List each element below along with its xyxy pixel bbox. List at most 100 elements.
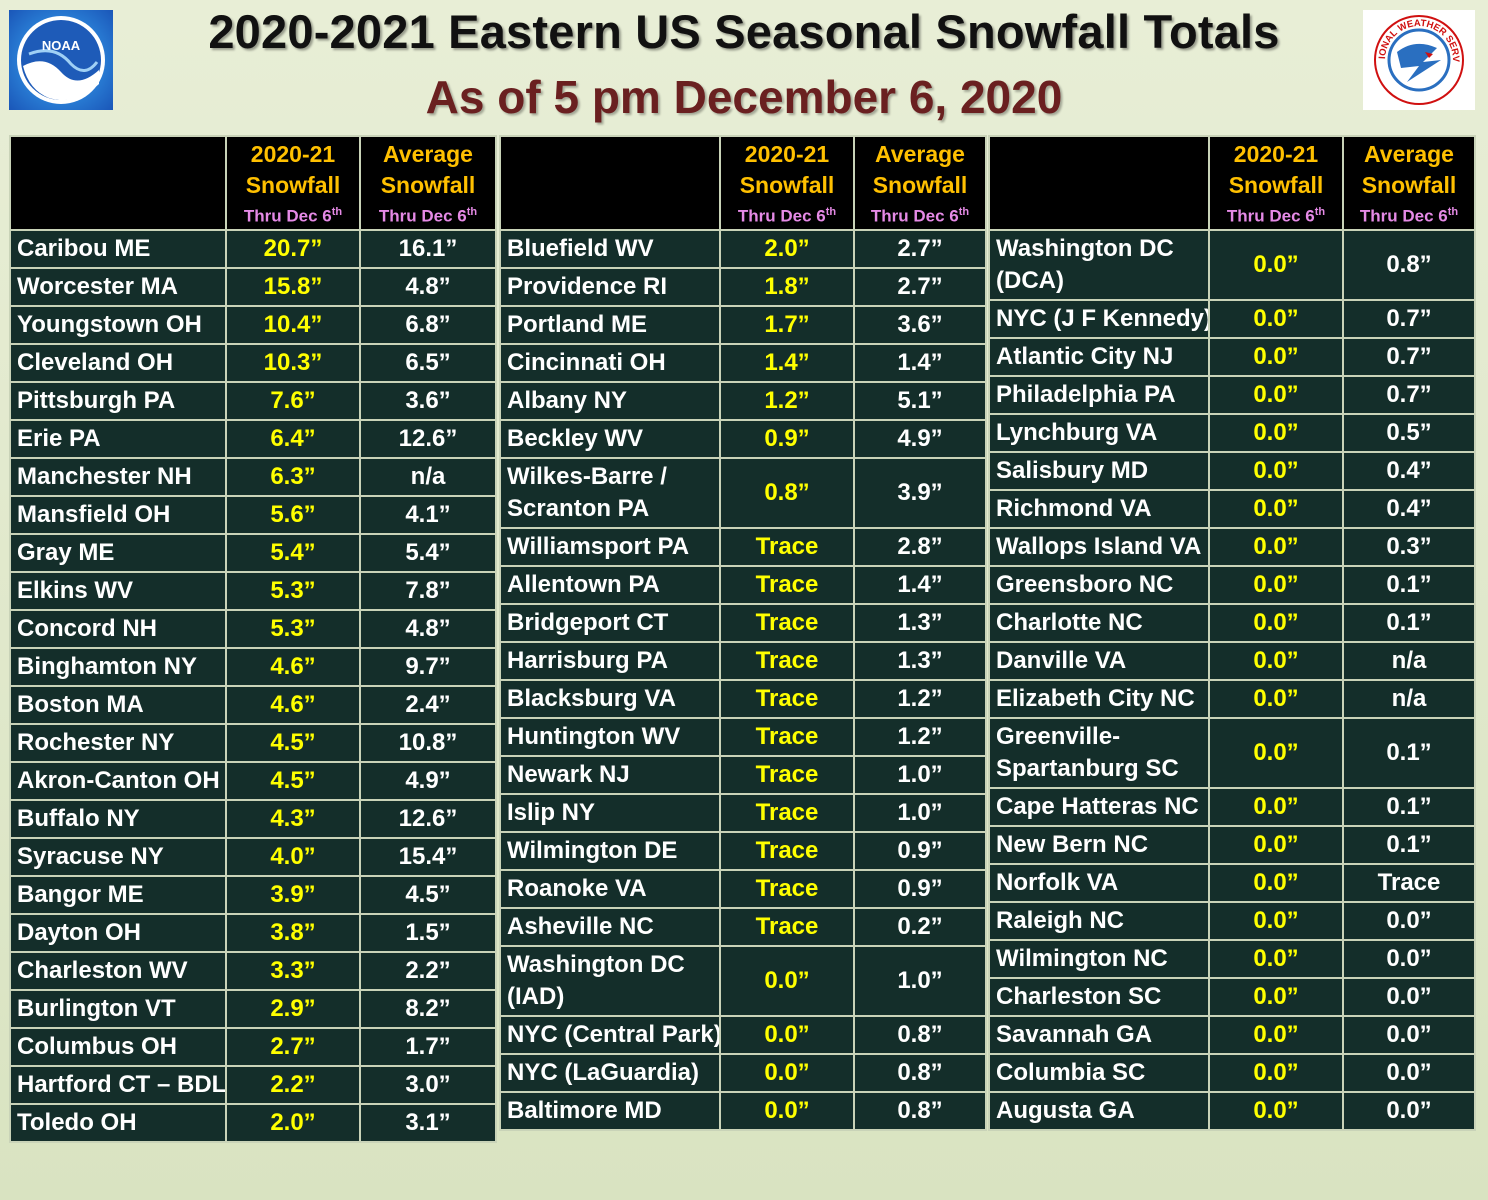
noaa-logo-icon: NOAA xyxy=(17,16,105,104)
location-header xyxy=(988,135,1210,231)
table-row: Mansfield OH 5.6” 4.1” xyxy=(9,495,497,535)
location-cell: Cincinnati OH xyxy=(499,343,721,383)
average-cell: 0.1” xyxy=(1342,787,1476,827)
snowfall-cell: 6.4” xyxy=(225,419,361,459)
average-cell: 0.9” xyxy=(853,869,987,909)
snowfall-cell: Trace xyxy=(719,831,855,871)
snowfall-cell: 5.3” xyxy=(225,609,361,649)
table-row: Bangor ME 3.9” 4.5” xyxy=(9,875,497,915)
header-thru-text: Thru Dec 6 xyxy=(870,206,959,226)
snowfall-cell: 2.9” xyxy=(225,989,361,1029)
average-cell: 0.7” xyxy=(1342,299,1476,339)
average-cell: 12.6” xyxy=(359,799,497,839)
location-cell: Providence RI xyxy=(499,267,721,307)
header-current-line2: Snowfall xyxy=(739,171,835,198)
snowfall-cell: 0.0” xyxy=(1208,1053,1344,1093)
table-row: Charleston SC 0.0” 0.0” xyxy=(988,977,1476,1017)
snowfall-cell: 4.0” xyxy=(225,837,361,877)
table-row: Wallops Island VA 0.0” 0.3” xyxy=(988,527,1476,567)
average-cell: 5.4” xyxy=(359,533,497,573)
average-cell: 3.6” xyxy=(359,381,497,421)
average-cell: 0.8” xyxy=(1342,229,1476,301)
location-cell: Harrisburg PA xyxy=(499,641,721,681)
snowfall-cell: 5.3” xyxy=(225,571,361,611)
location-cell: Richmond VA xyxy=(988,489,1210,529)
average-cell: 3.9” xyxy=(853,457,987,529)
table-row: Charlotte NC 0.0” 0.1” xyxy=(988,603,1476,643)
snowfall-table-2: 2020-21 Snowfall Thru Dec 6th Average Sn… xyxy=(499,135,987,1131)
average-cell: 3.0” xyxy=(359,1065,497,1105)
table-row: Columbus OH 2.7” 1.7” xyxy=(9,1027,497,1067)
table-row: Gray ME 5.4” 5.4” xyxy=(9,533,497,573)
location-cell: Gray ME xyxy=(9,533,227,573)
snowfall-cell: 0.0” xyxy=(1208,787,1344,827)
location-cell: Caribou ME xyxy=(9,229,227,269)
snowfall-cell: 0.0” xyxy=(1208,1015,1344,1055)
average-cell: 0.0” xyxy=(1342,901,1476,941)
average-cell: 1.0” xyxy=(853,755,987,795)
table-row: Asheville NC Trace 0.2” xyxy=(499,907,987,947)
average-snowfall-header: Average Snowfall Thru Dec 6th xyxy=(1342,135,1476,231)
table-row: Syracuse NY 4.0” 15.4” xyxy=(9,837,497,877)
header-thru-sup: th xyxy=(1314,205,1326,218)
average-cell: 4.5” xyxy=(359,875,497,915)
location-cell: Greenville-Spartanburg SC xyxy=(988,717,1210,789)
table-row: Wilmington DE Trace 0.9” xyxy=(499,831,987,871)
table-row: Washington DC (DCA) 0.0” 0.8” xyxy=(988,229,1476,301)
snowfall-cell: Trace xyxy=(719,717,855,757)
location-cell: Baltimore MD xyxy=(499,1091,721,1131)
current-snowfall-header: 2020-21 Snowfall Thru Dec 6th xyxy=(1208,135,1344,231)
table-row: Cape Hatteras NC 0.0” 0.1” xyxy=(988,787,1476,827)
average-cell: 3.1” xyxy=(359,1103,497,1143)
location-cell: Wallops Island VA xyxy=(988,527,1210,567)
snowfall-cell: 0.8” xyxy=(719,457,855,529)
table-row: Boston MA 4.6” 2.4” xyxy=(9,685,497,725)
location-header xyxy=(499,135,721,231)
snowfall-cell: 4.6” xyxy=(225,685,361,725)
average-cell: 0.4” xyxy=(1342,451,1476,491)
average-cell: 0.1” xyxy=(1342,717,1476,789)
snowfall-cell: Trace xyxy=(719,755,855,795)
header-thru: Thru Dec 6th xyxy=(857,201,983,228)
snowfall-cell: 0.0” xyxy=(1208,679,1344,719)
snowfall-cell: Trace xyxy=(719,793,855,833)
snowfall-cell: Trace xyxy=(719,641,855,681)
average-cell: 0.1” xyxy=(1342,603,1476,643)
table-row: Wilkes-Barre / Scranton PA 0.8” 3.9” xyxy=(499,457,987,529)
table-row: Greensboro NC 0.0” 0.1” xyxy=(988,565,1476,605)
table-row: Blacksburg VA Trace 1.2” xyxy=(499,679,987,719)
table-row: Raleigh NC 0.0” 0.0” xyxy=(988,901,1476,941)
snowfall-cell: 6.3” xyxy=(225,457,361,497)
snowfall-cell: 0.0” xyxy=(1208,413,1344,453)
average-cell: 3.6” xyxy=(853,305,987,345)
location-cell: NYC (J F Kennedy) xyxy=(988,299,1210,339)
location-cell: Danville VA xyxy=(988,641,1210,681)
snowfall-cell: 1.4” xyxy=(719,343,855,383)
current-snowfall-header: 2020-21 Snowfall Thru Dec 6th xyxy=(719,135,855,231)
table-row: NYC (Central Park) 0.0” 0.8” xyxy=(499,1015,987,1055)
table-row: Rochester NY 4.5” 10.8” xyxy=(9,723,497,763)
header-current-line2: Snowfall xyxy=(245,171,341,198)
snowfall-cell: 4.5” xyxy=(225,761,361,801)
snowfall-cell: 5.4” xyxy=(225,533,361,573)
snowfall-cell: Trace xyxy=(719,603,855,643)
location-cell: Philadelphia PA xyxy=(988,375,1210,415)
location-cell: Pittsburgh PA xyxy=(9,381,227,421)
average-cell: 2.2” xyxy=(359,951,497,991)
table-row: Allentown PA Trace 1.4” xyxy=(499,565,987,605)
snowfall-cell: 20.7” xyxy=(225,229,361,269)
snowfall-cell: 0.0” xyxy=(1208,641,1344,681)
noaa-logo-text: NOAA xyxy=(42,38,81,53)
snowfall-cell: 4.5” xyxy=(225,723,361,763)
average-cell: 0.0” xyxy=(1342,1091,1476,1131)
location-cell: Elkins WV xyxy=(9,571,227,611)
header-thru-text: Thru Dec 6 xyxy=(243,206,332,226)
table-row: Pittsburgh PA 7.6” 3.6” xyxy=(9,381,497,421)
nws-logo-icon: NATIONAL WEATHER SERVICE xyxy=(1367,12,1464,105)
location-cell: Portland ME xyxy=(499,305,721,345)
snowfall-cell: 0.0” xyxy=(1208,901,1344,941)
location-cell: Raleigh NC xyxy=(988,901,1210,941)
average-cell: 0.8” xyxy=(853,1091,987,1131)
location-cell: Charlotte NC xyxy=(988,603,1210,643)
location-cell: Hartford CT – BDL xyxy=(9,1065,227,1105)
